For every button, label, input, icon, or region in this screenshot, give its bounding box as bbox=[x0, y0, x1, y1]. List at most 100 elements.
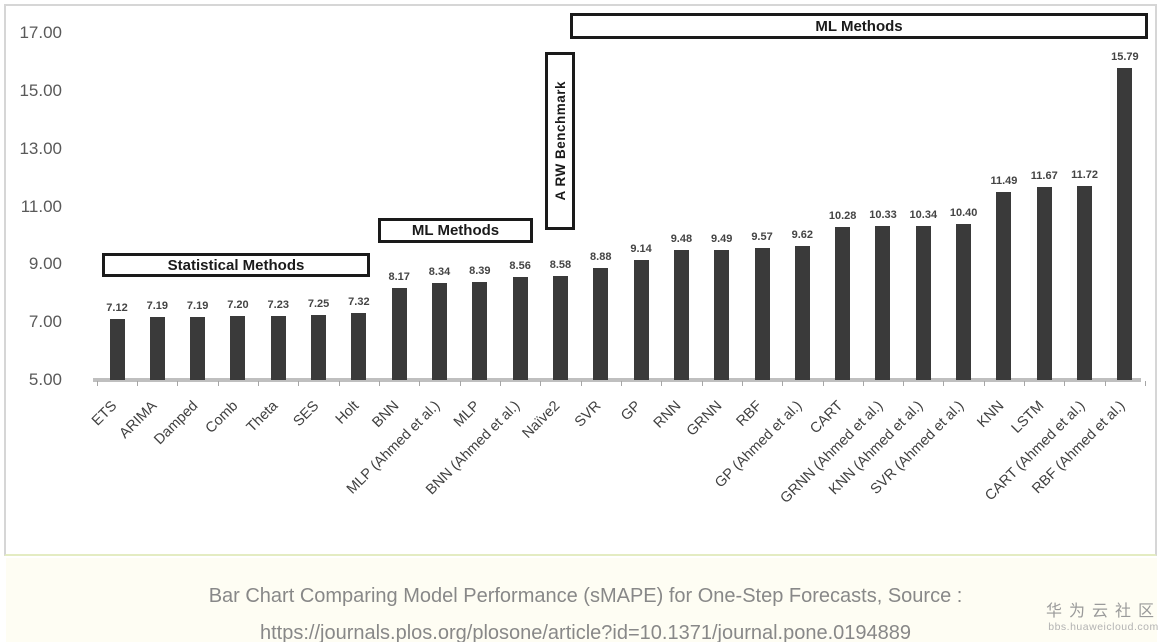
bar bbox=[996, 192, 1012, 380]
y-axis-tick-label: 9.00 bbox=[28, 254, 62, 274]
bar bbox=[109, 318, 125, 380]
watermark-title: 华为云社区 bbox=[1045, 603, 1161, 620]
x-axis-tick-mark bbox=[620, 381, 622, 386]
bar-value-label: 15.79 bbox=[1111, 50, 1139, 63]
bar-value-label: 10.40 bbox=[949, 206, 978, 219]
x-axis-tick-mark bbox=[1064, 381, 1066, 386]
bar bbox=[472, 281, 488, 380]
x-axis-tick-mark bbox=[338, 381, 340, 386]
bar bbox=[391, 288, 407, 380]
x-axis-tick-mark bbox=[459, 381, 461, 386]
y-axis-tick-label: 15.00 bbox=[19, 80, 62, 100]
bar-value-label: 11.49 bbox=[990, 175, 1018, 188]
bar bbox=[915, 225, 931, 380]
bar-value-label: 7.23 bbox=[267, 298, 289, 311]
bar-value-label: 9.62 bbox=[791, 229, 814, 242]
x-axis-tick-mark bbox=[298, 381, 300, 386]
x-axis-tick-mark bbox=[1024, 381, 1026, 386]
y-axis-tick-label: 11.00 bbox=[20, 196, 62, 216]
bar bbox=[633, 260, 649, 380]
bar bbox=[754, 247, 770, 380]
annotation-ml-methods-1: ML Methods bbox=[378, 218, 533, 243]
bar bbox=[190, 316, 206, 380]
watermark-subtitle: bbs.huaweicloud.com bbox=[1048, 621, 1159, 633]
y-axis-tick-label: 7.00 bbox=[28, 312, 62, 332]
caption-band bbox=[6, 558, 1157, 642]
x-axis-tick-mark bbox=[379, 381, 381, 386]
bar-value-label: 7.12 bbox=[106, 301, 128, 314]
x-axis-tick-mark bbox=[137, 381, 139, 386]
bar-value-label: 8.88 bbox=[590, 250, 612, 263]
bar bbox=[673, 250, 689, 380]
x-axis-tick-mark bbox=[741, 381, 743, 386]
bar bbox=[714, 250, 730, 380]
caption-line-2: https://journals.plos.org/plosone/articl… bbox=[259, 622, 912, 642]
bar-value-label: 9.14 bbox=[630, 243, 652, 256]
x-axis-line bbox=[93, 378, 1141, 382]
bar-value-label: 7.25 bbox=[307, 297, 330, 310]
chart-caption: Bar Chart Comparing Model Performance (s… bbox=[0, 578, 1171, 642]
bar bbox=[230, 316, 246, 380]
x-axis-tick-mark bbox=[540, 381, 542, 386]
bar-value-label: 9.48 bbox=[670, 233, 693, 246]
y-axis-tick-label: 13.00 bbox=[19, 138, 62, 158]
watermark: 华为云社区 bbs.huaweicloud.com bbox=[1046, 597, 1161, 633]
x-axis-tick-mark bbox=[1104, 381, 1106, 386]
bar bbox=[794, 246, 810, 380]
x-axis-tick-mark bbox=[903, 381, 905, 386]
x-axis-tick-mark bbox=[419, 381, 421, 386]
bar-value-label: 8.58 bbox=[549, 259, 572, 272]
bar bbox=[1036, 187, 1052, 380]
x-axis-tick-mark bbox=[782, 381, 784, 386]
bar-value-label: 7.32 bbox=[348, 295, 370, 308]
bar-value-label: 8.34 bbox=[428, 266, 451, 279]
x-axis-tick-mark bbox=[983, 381, 985, 386]
bar-value-label: 9.57 bbox=[751, 230, 773, 243]
bar bbox=[512, 277, 528, 380]
y-axis-tick-label: 17.00 bbox=[19, 23, 62, 42]
annotation-label: A RW Benchmark bbox=[552, 81, 568, 201]
annotation-statistical-methods: Statistical Methods bbox=[102, 253, 370, 277]
bar bbox=[835, 227, 851, 380]
x-axis-tick-mark bbox=[701, 381, 703, 386]
x-axis-tick-mark bbox=[1145, 381, 1147, 386]
bar-value-label: 10.28 bbox=[828, 210, 857, 223]
bar-value-label: 7.20 bbox=[227, 299, 249, 312]
x-axis-tick-mark bbox=[499, 381, 501, 386]
bar-value-label: 11.67 bbox=[1030, 170, 1058, 183]
annotation-ml-methods-2: ML Methods bbox=[570, 13, 1148, 39]
x-axis-tick-mark bbox=[822, 381, 824, 386]
bar-value-label: 7.19 bbox=[146, 299, 169, 312]
bar bbox=[432, 283, 448, 380]
bar bbox=[351, 312, 367, 380]
bar bbox=[1117, 67, 1133, 380]
bar bbox=[311, 314, 327, 380]
bar-value-label: 7.19 bbox=[186, 299, 209, 312]
x-axis-tick-mark bbox=[217, 381, 219, 386]
bar-value-label: 8.56 bbox=[509, 260, 531, 273]
x-axis-tick-mark bbox=[96, 381, 98, 386]
bar bbox=[593, 267, 609, 380]
bar-value-label: 11.72 bbox=[1071, 168, 1098, 181]
caption-line-1: Bar Chart Comparing Model Performance (s… bbox=[208, 585, 963, 607]
bar bbox=[1077, 185, 1093, 380]
bar-value-label: 10.33 bbox=[869, 208, 897, 221]
bar bbox=[149, 316, 165, 380]
x-axis-tick-mark bbox=[661, 381, 663, 386]
x-axis-tick-mark bbox=[580, 381, 582, 386]
bar-value-label: 10.34 bbox=[909, 208, 938, 221]
x-axis-tick-mark bbox=[862, 381, 864, 386]
x-axis-tick-mark bbox=[258, 381, 260, 386]
bar-value-label: 8.39 bbox=[469, 264, 491, 277]
x-axis-tick-mark bbox=[177, 381, 179, 386]
bar bbox=[270, 315, 286, 380]
x-axis-tick-mark bbox=[943, 381, 945, 386]
bar-value-label: 9.49 bbox=[711, 233, 733, 246]
bar-value-label: 8.17 bbox=[388, 271, 410, 284]
bar bbox=[956, 223, 972, 380]
bar bbox=[875, 225, 891, 380]
bar bbox=[552, 276, 568, 380]
y-axis-tick-label: 5.00 bbox=[28, 370, 62, 389]
